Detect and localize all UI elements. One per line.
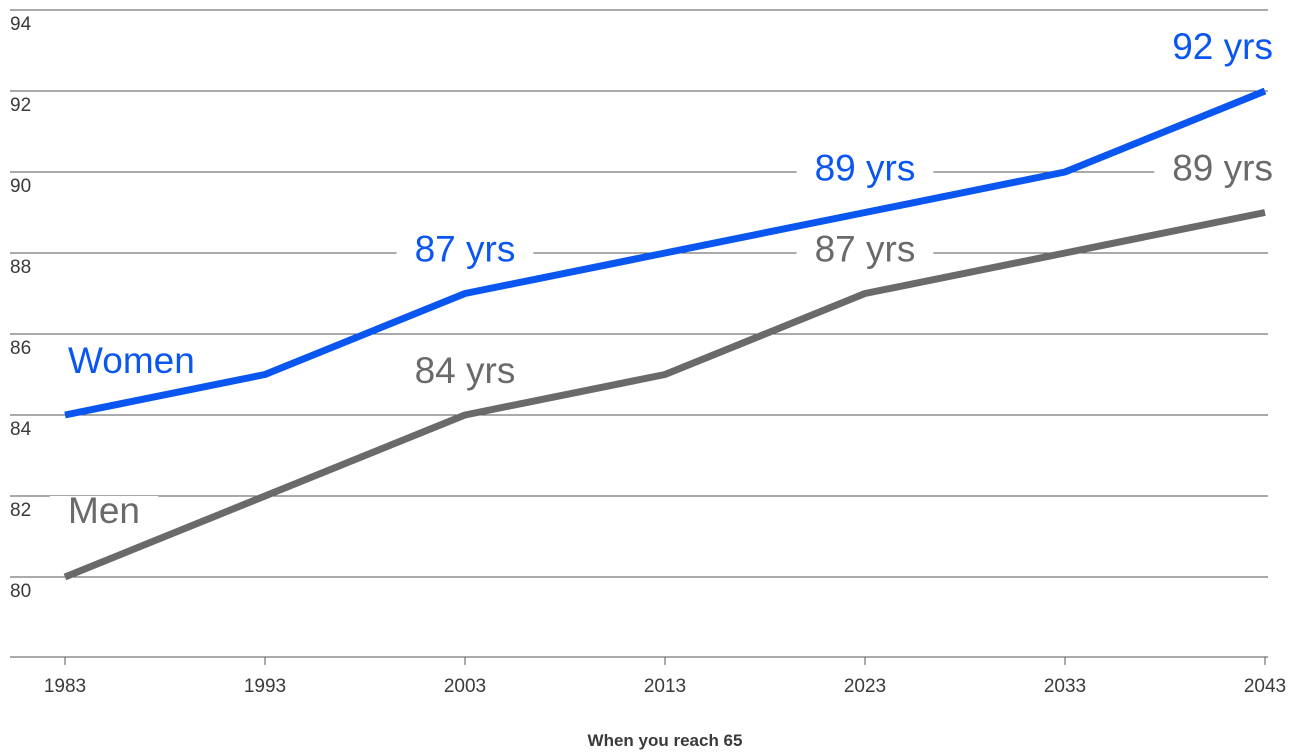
- series-label: Women: [50, 340, 213, 381]
- data-label: 89 yrs: [1154, 148, 1291, 189]
- series-label-bg: [50, 496, 158, 525]
- series-label: Men: [50, 490, 158, 531]
- x-tick-label: 2043: [1244, 676, 1286, 697]
- series-line: [64, 87, 1267, 419]
- y-tick-label: 90: [10, 176, 31, 197]
- data-label: 92 yrs: [1154, 26, 1291, 67]
- data-label-text: 92 yrs: [1172, 26, 1273, 67]
- y-tick-label: 88: [10, 257, 31, 278]
- data-label-text: 84 yrs: [415, 350, 516, 391]
- data-label: 87 yrs: [796, 229, 934, 270]
- label-layer: 87 yrs 89 yrs 92 yrs 84 yrs 87 yrs 89 yrs Wome…: [50, 26, 1291, 531]
- data-label-text: 87 yrs: [815, 229, 916, 270]
- x-tick-label: 2003: [444, 676, 486, 697]
- data-label: 87 yrs: [396, 229, 534, 270]
- x-tick-label: 1983: [44, 676, 86, 697]
- series-label-bg: [50, 346, 213, 375]
- data-label-text: 87 yrs: [415, 229, 516, 270]
- y-tick-label: 92: [10, 95, 31, 116]
- y-tick-label: 84: [10, 419, 32, 440]
- x-axis-title: When you reach 65: [588, 731, 743, 750]
- series-line: [63, 209, 1266, 581]
- data-label-bg: [396, 234, 534, 264]
- data-label-bg: [1154, 32, 1291, 61]
- series-label-text: Men: [68, 490, 140, 531]
- y-tick-label: 94: [10, 14, 32, 35]
- data-label-bg: [1154, 153, 1291, 183]
- x-tick-label: 2033: [1044, 676, 1086, 697]
- line-layer: [63, 87, 1267, 581]
- data-label: 84 yrs: [396, 350, 534, 391]
- x-axis: 1983 1993 2003 2013 2023 2033 2043: [10, 656, 1286, 697]
- data-label-bg: [396, 356, 534, 385]
- y-tick-label: 80: [10, 581, 31, 602]
- data-label-text: 89 yrs: [815, 148, 916, 189]
- data-label-bg: [796, 153, 934, 183]
- series-label-text: Women: [68, 340, 195, 381]
- x-tick-label: 2023: [844, 676, 886, 697]
- data-label-text: 89 yrs: [1172, 148, 1273, 189]
- data-label-bg: [796, 234, 934, 264]
- x-tick-label: 1993: [244, 676, 286, 697]
- data-label: 89 yrs: [796, 148, 934, 189]
- x-tick-label: 2013: [644, 676, 686, 697]
- grid-layer: 80 82 84 86 88 90 92 94: [10, 9, 1268, 602]
- y-tick-label: 86: [10, 338, 31, 359]
- y-tick-label: 82: [10, 500, 31, 521]
